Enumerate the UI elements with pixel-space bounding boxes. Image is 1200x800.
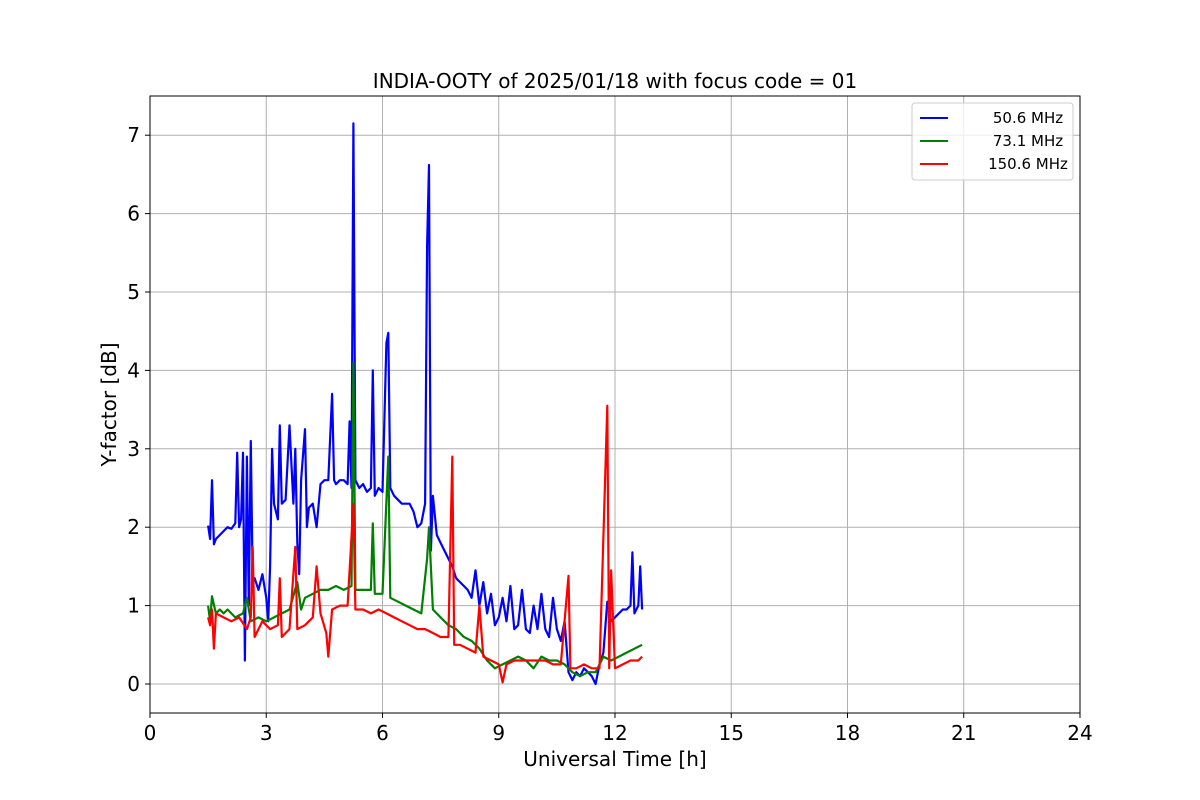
y-tick-label: 4: [127, 358, 140, 382]
legend-box: [911, 102, 1074, 181]
x-tick-label: 12: [602, 721, 627, 745]
x-tick-label: 18: [835, 721, 860, 745]
x-axis-label: Universal Time [h]: [523, 747, 706, 771]
y-tick-label: 7: [127, 123, 140, 147]
x-tick-label: 9: [492, 721, 505, 745]
legend: 50.6 MHz 73.1 MHz 150.6 MHz: [911, 102, 1074, 181]
series-line: [207, 361, 643, 678]
x-tick-label: 6: [376, 721, 389, 745]
y-axis-label: Y-factor [dB]: [97, 342, 121, 467]
series-layer: [207, 122, 644, 686]
y-tick-label: 6: [127, 202, 140, 226]
x-tick-label: 21: [951, 721, 976, 745]
x-tick-label: 3: [260, 721, 273, 745]
legend-label: 50.6 MHz: [993, 109, 1063, 127]
y-tick-label: 0: [127, 672, 140, 696]
y-tick-label: 2: [127, 515, 140, 539]
x-tick-label: 15: [719, 721, 744, 745]
y-tick-label: 3: [127, 437, 140, 461]
x-tick-label: 0: [144, 721, 157, 745]
legend-label: 73.1 MHz: [993, 132, 1063, 150]
y-tick-label: 5: [127, 280, 140, 304]
series-line: [207, 404, 643, 684]
x-tick-label: 24: [1067, 721, 1092, 745]
y-tick-label: 1: [127, 594, 140, 618]
legend-label: 150.6 MHz: [988, 155, 1068, 173]
chart-title: INDIA-OOTY of 2025/01/18 with focus code…: [373, 69, 857, 93]
